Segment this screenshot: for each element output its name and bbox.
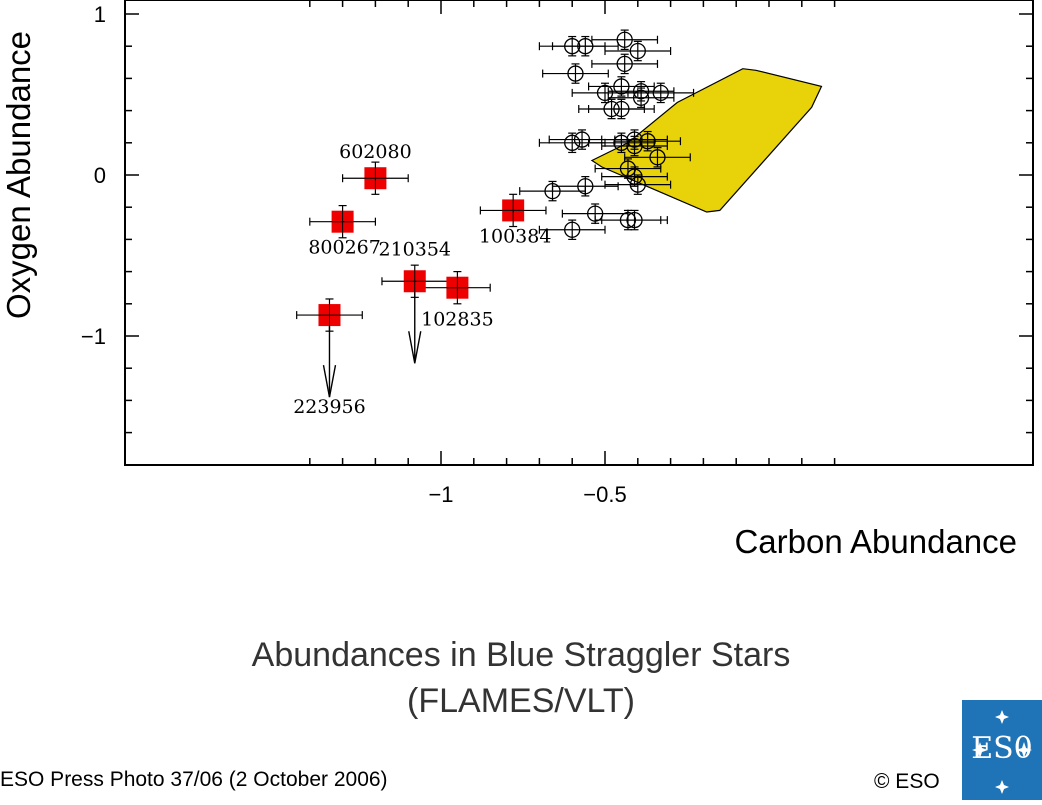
star-label: 210354 xyxy=(378,238,451,260)
star-label: 100384 xyxy=(479,225,552,247)
x-tick-label: −0.5 xyxy=(583,482,626,507)
chart-title: Abundances in Blue Straggler Stars xyxy=(251,636,791,674)
circle-point xyxy=(619,211,637,229)
circle-point xyxy=(626,131,643,148)
circle-point xyxy=(544,182,561,200)
circle-point xyxy=(577,38,594,55)
y-tick-label: 1 xyxy=(94,2,106,27)
circle-point xyxy=(564,134,581,151)
circle-point xyxy=(587,205,604,222)
circle-point xyxy=(616,31,633,48)
star-label: 602080 xyxy=(339,141,412,163)
circle-point xyxy=(649,149,666,166)
circle-point xyxy=(632,83,650,100)
eso-logo: ES0 xyxy=(962,700,1042,800)
star-label: 223956 xyxy=(293,396,366,418)
circle-point xyxy=(626,168,643,185)
circle-point xyxy=(596,84,614,102)
upper-limit-arrowhead xyxy=(408,331,422,364)
star-label: 102835 xyxy=(421,309,494,331)
copyright-notice: © ESO xyxy=(874,770,940,793)
circle-point xyxy=(567,65,584,82)
x-tick-label: −1 xyxy=(428,482,453,507)
circle-point xyxy=(603,100,620,118)
circle-point xyxy=(613,134,630,151)
circle-point xyxy=(613,100,630,118)
circle-point xyxy=(629,42,646,60)
plot-frame xyxy=(124,0,1034,466)
y-tick-label: 0 xyxy=(94,163,106,188)
shaded-region xyxy=(590,68,823,213)
circle-point xyxy=(629,176,646,193)
chart-subtitle: (FLAMES/VLT) xyxy=(407,682,635,720)
circle-point xyxy=(564,38,581,55)
circle-point xyxy=(632,89,650,106)
circle-point xyxy=(573,131,591,148)
circle-point xyxy=(564,221,581,238)
star-label: 800267 xyxy=(308,237,381,259)
y-axis-label: Oxygen Abundance xyxy=(0,31,37,319)
upper-limit-arrowhead xyxy=(322,364,337,398)
photo-credit: ESO Press Photo 37/06 (2 October 2006) xyxy=(0,768,388,791)
circle-point xyxy=(616,55,633,73)
circle-point xyxy=(652,84,669,102)
circle-point xyxy=(639,133,656,150)
circle-point xyxy=(626,211,643,229)
circle-point xyxy=(577,178,594,195)
y-tick-label: −1 xyxy=(81,324,106,349)
x-axis-label: Carbon Abundance xyxy=(734,523,1017,560)
circle-point xyxy=(613,78,630,95)
